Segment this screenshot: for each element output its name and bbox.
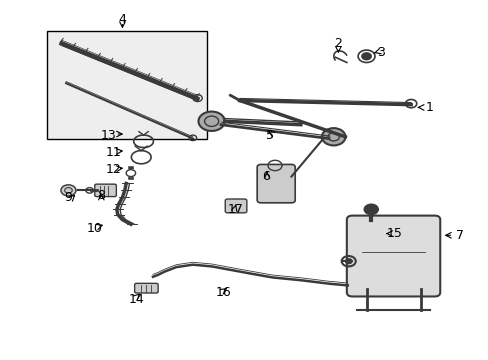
Text: 14: 14 [128, 293, 144, 306]
Text: 8: 8 [97, 189, 105, 202]
Text: 7: 7 [455, 229, 464, 242]
Text: 10: 10 [86, 222, 102, 235]
Circle shape [361, 53, 370, 60]
Text: 1: 1 [425, 101, 433, 114]
Text: 9: 9 [64, 191, 72, 204]
Circle shape [61, 185, 76, 196]
Text: 16: 16 [215, 286, 231, 299]
Text: 5: 5 [266, 129, 274, 141]
Bar [47, 31, 206, 139]
FancyBboxPatch shape [95, 184, 116, 197]
Circle shape [126, 170, 135, 176]
Text: 6: 6 [261, 170, 269, 183]
Text: 15: 15 [386, 227, 402, 240]
Text: 4: 4 [118, 13, 126, 26]
FancyBboxPatch shape [346, 216, 439, 297]
Text: 17: 17 [227, 203, 243, 216]
FancyBboxPatch shape [257, 165, 295, 203]
FancyBboxPatch shape [134, 283, 158, 293]
Circle shape [321, 128, 345, 145]
Circle shape [198, 112, 224, 131]
Circle shape [345, 259, 351, 264]
FancyBboxPatch shape [225, 199, 246, 213]
Text: 13: 13 [100, 129, 116, 141]
Text: 3: 3 [376, 46, 384, 59]
Text: 11: 11 [105, 146, 121, 159]
Circle shape [364, 204, 378, 215]
Text: 12: 12 [105, 163, 121, 176]
Text: 2: 2 [334, 37, 342, 50]
